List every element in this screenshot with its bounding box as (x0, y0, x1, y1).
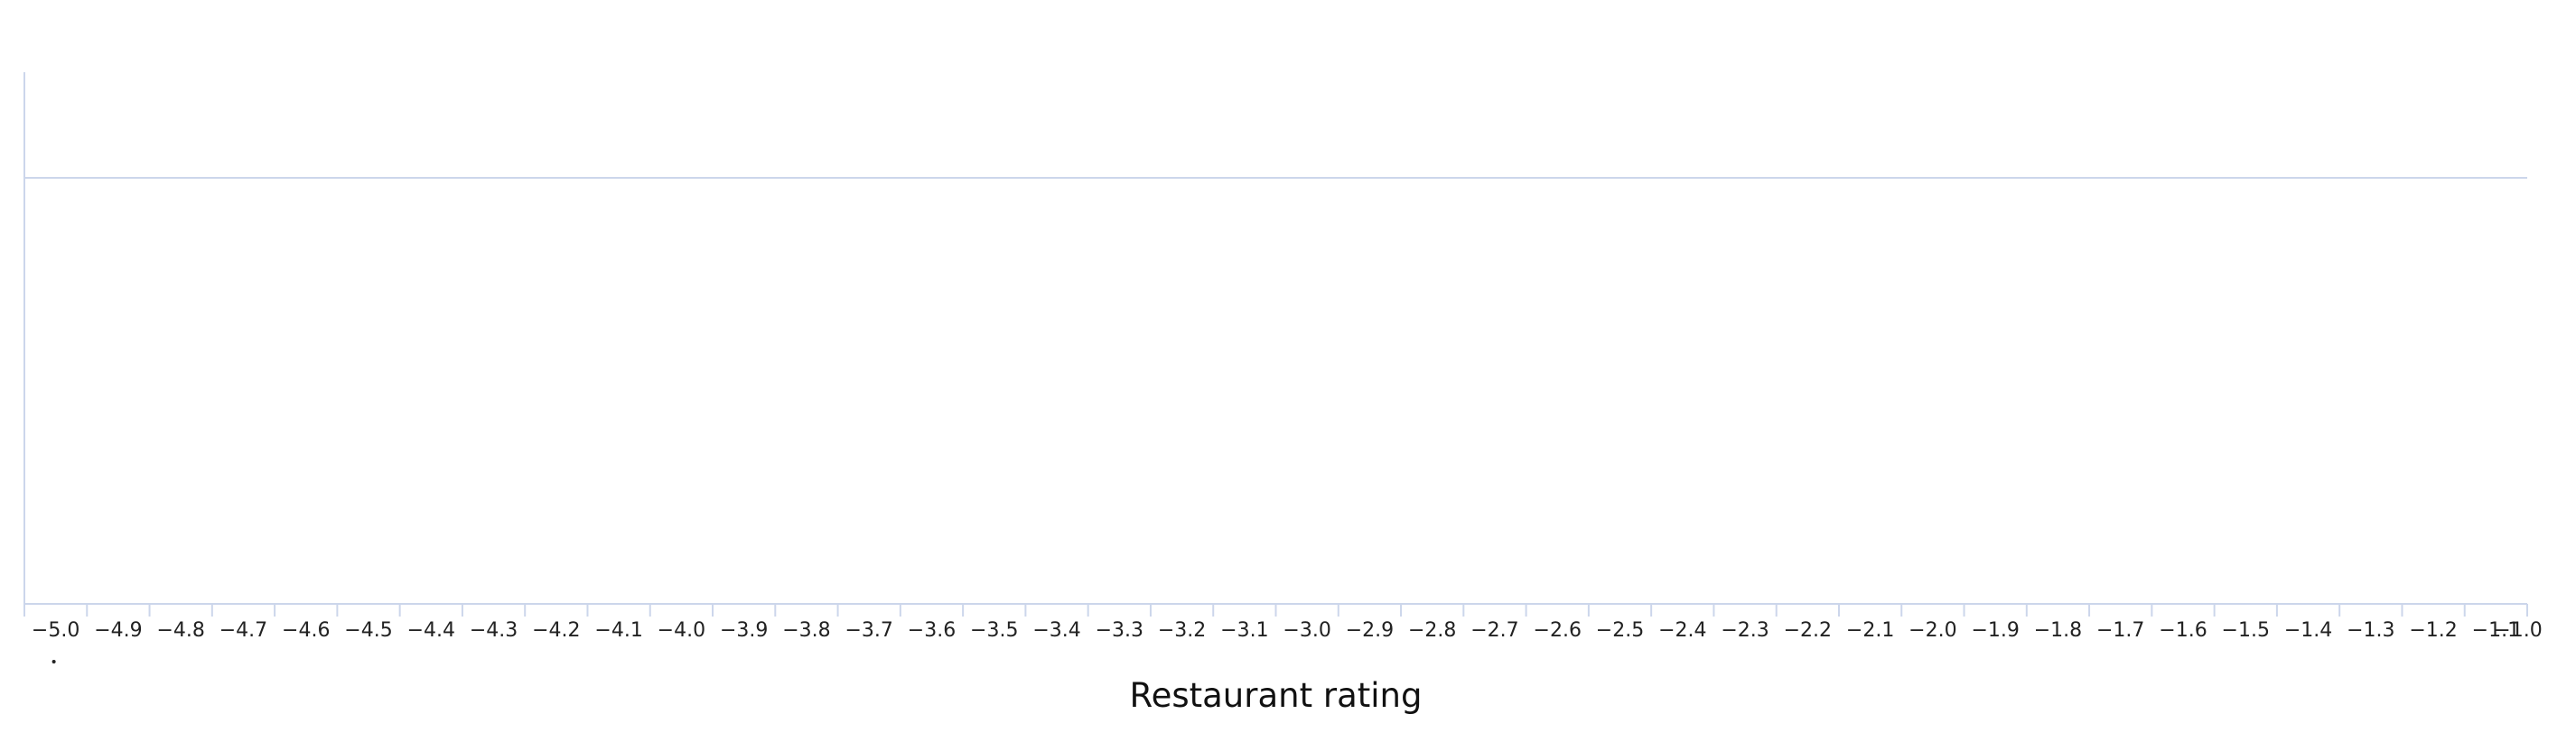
x-tick-label: −2.9 (1346, 619, 1394, 642)
x-tick-label: −2.5 (1596, 619, 1644, 642)
x-tick-label: −1.4 (2284, 619, 2332, 642)
x-tick-label: −4.1 (594, 619, 642, 642)
x-tick-label: −2.4 (1658, 619, 1706, 642)
x-tick-label: −2.7 (1470, 619, 1518, 642)
x-tick-label: −2.0 (1909, 619, 1956, 642)
x-axis-title: Restaurant rating (1130, 676, 1423, 715)
x-tick-label: −4.9 (94, 619, 142, 642)
x-tick-label: −2.8 (1408, 619, 1456, 642)
x-tick-label: −3.8 (782, 619, 830, 642)
x-tick-label: −1.6 (2159, 619, 2207, 642)
x-tick-label: −1.1 (2472, 619, 2520, 642)
x-tick-label: −2.3 (1721, 619, 1769, 642)
x-tick-label: −3.1 (1220, 619, 1268, 642)
x-tick-label: −3.3 (1096, 619, 1143, 642)
x-tick-label: −1.7 (2096, 619, 2144, 642)
x-tick-label: −1.2 (2409, 619, 2457, 642)
x-tick-label: −1.9 (1971, 619, 2019, 642)
x-tick-label: −3.5 (970, 619, 1018, 642)
x-tick-label: −3.2 (1158, 619, 1206, 642)
x-tick-label: −2.6 (1534, 619, 1582, 642)
x-tick-label: −4.6 (282, 619, 330, 642)
x-axis-ticks (23, 604, 2528, 617)
x-tick-label: −2.2 (1784, 619, 1832, 642)
x-tick-label: −3.0 (1283, 619, 1330, 642)
x-tick-label: −3.4 (1032, 619, 1080, 642)
x-tick-label: −3.9 (720, 619, 768, 642)
stray-dot-marker (51, 660, 56, 663)
x-tick-label: −2.1 (1846, 619, 1894, 642)
x-tick-label: −3.7 (845, 619, 893, 642)
x-axis-tick-labels: −5.0 −4.9 −4.8 −4.7 −4.6 −4.5 −4.4 −4.3 −4.2 −4.1… (32, 619, 2543, 642)
x-tick-label: −4.3 (470, 619, 518, 642)
x-tick-label: −5.0 (32, 619, 79, 642)
x-tick-label: −4.0 (658, 619, 705, 642)
x-tick-label: −4.8 (156, 619, 204, 642)
x-tick-label: −4.2 (532, 619, 580, 642)
x-tick-label: −4.4 (407, 619, 455, 642)
x-tick-label: −1.8 (2034, 619, 2082, 642)
x-tick-label: −1.5 (2222, 619, 2270, 642)
x-tick-label: −4.7 (219, 619, 267, 642)
x-tick-label: −1.0 (2494, 619, 2542, 642)
x-tick-label: −1.3 (2347, 619, 2394, 642)
x-tick-label: −3.6 (908, 619, 956, 642)
x-tick-label: −4.5 (344, 619, 392, 642)
